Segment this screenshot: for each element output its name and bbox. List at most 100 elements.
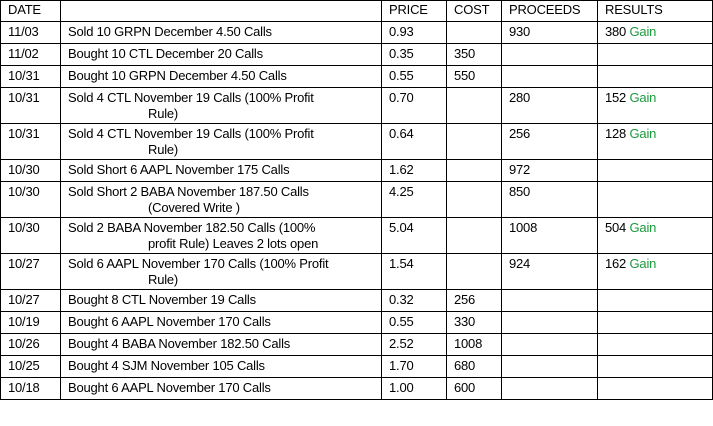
gain-label: Gain (629, 256, 657, 271)
result-value: 128 (605, 126, 627, 141)
cell-description: Sold 4 CTL November 19 Calls (100% Profi… (60, 123, 382, 160)
cell-results: 504 Gain (597, 217, 713, 254)
cell-proceeds (501, 333, 598, 356)
cell-date: 10/27 (0, 289, 61, 312)
cell-price: 1.70 (381, 355, 447, 378)
gain-label: Gain (629, 126, 657, 141)
cell-description: Bought 4 BABA November 182.50 Calls (60, 333, 382, 356)
cell-proceeds: 280 (501, 87, 598, 124)
cell-description: Bought 4 SJM November 105 Calls (60, 355, 382, 378)
gain-label: Gain (629, 90, 657, 105)
cell-price: 4.25 (381, 181, 447, 218)
description-line-1: Bought 8 CTL November 19 Calls (68, 292, 256, 307)
cell-results (597, 65, 713, 88)
header-price: PRICE (381, 0, 447, 22)
cell-date: 11/03 (0, 21, 61, 44)
cell-description: Sold Short 6 AAPL November 175 Calls (60, 159, 382, 182)
cell-proceeds: 1008 (501, 217, 598, 254)
trades-table: DATE PRICE COST PROCEEDS RESULTS 11/03 So… (0, 0, 713, 400)
cell-cost (446, 21, 502, 44)
cell-price: 0.64 (381, 123, 447, 160)
result-value: 380 (605, 24, 627, 39)
description-line-1: Bought 10 GRPN December 4.50 Calls (68, 68, 287, 83)
cell-date: 10/31 (0, 87, 61, 124)
cell-cost (446, 87, 502, 124)
description-line-1: Sold 6 AAPL November 170 Calls (100% Pro… (68, 256, 329, 271)
cell-proceeds (501, 65, 598, 88)
cell-results: 162 Gain (597, 253, 713, 290)
header-results: RESULTS (597, 0, 713, 22)
description-line-1: Bought 4 BABA November 182.50 Calls (68, 336, 291, 351)
cell-cost: 350 (446, 43, 502, 66)
cell-proceeds: 256 (501, 123, 598, 160)
cell-results (597, 377, 713, 400)
cell-date: 10/31 (0, 123, 61, 160)
cell-results (597, 43, 713, 66)
cell-price: 0.35 (381, 43, 447, 66)
cell-proceeds: 850 (501, 181, 598, 218)
cell-description: Bought 10 GRPN December 4.50 Calls (60, 65, 382, 88)
cell-price: 2.52 (381, 333, 447, 356)
cell-price: 1.62 (381, 159, 447, 182)
gain-label: Gain (629, 24, 657, 39)
cell-description: Sold 6 AAPL November 170 Calls (100% Pro… (60, 253, 382, 290)
cell-proceeds (501, 377, 598, 400)
description-line-1: Bought 10 CTL December 20 Calls (68, 46, 263, 61)
cell-price: 0.55 (381, 65, 447, 88)
cell-cost: 550 (446, 65, 502, 88)
cell-price: 0.93 (381, 21, 447, 44)
cell-cost: 1008 (446, 333, 502, 356)
cell-date: 10/26 (0, 333, 61, 356)
header-date: DATE (0, 0, 61, 22)
header-description (60, 0, 382, 22)
cell-date: 10/30 (0, 181, 61, 218)
cell-description: Bought 6 AAPL November 170 Calls (60, 311, 382, 334)
description-line-2: Rule) (148, 106, 179, 121)
cell-description: Sold Short 2 BABA November 187.50 Calls(… (60, 181, 382, 218)
cell-price: 1.54 (381, 253, 447, 290)
cell-results (597, 159, 713, 182)
cell-proceeds (501, 311, 598, 334)
cell-cost: 680 (446, 355, 502, 378)
cell-cost (446, 217, 502, 254)
cell-description: Bought 6 AAPL November 170 Calls (60, 377, 382, 400)
description-line-1: Sold 4 CTL November 19 Calls (100% Profi… (68, 126, 314, 141)
header-cost: COST (446, 0, 502, 22)
result-value: 162 (605, 256, 627, 271)
description-line-2: Rule) (148, 272, 179, 287)
cell-price: 0.55 (381, 311, 447, 334)
cell-proceeds: 924 (501, 253, 598, 290)
cell-date: 10/31 (0, 65, 61, 88)
description-line-1: Bought 6 AAPL November 170 Calls (68, 314, 271, 329)
cell-cost (446, 253, 502, 290)
cell-description: Bought 8 CTL November 19 Calls (60, 289, 382, 312)
cell-description: Sold 10 GRPN December 4.50 Calls (60, 21, 382, 44)
description-line-1: Sold 10 GRPN December 4.50 Calls (68, 24, 272, 39)
cell-description: Sold 2 BABA November 182.50 Calls (100% p… (60, 217, 382, 254)
cell-results (597, 355, 713, 378)
cell-proceeds: 930 (501, 21, 598, 44)
description-line-1: Sold Short 2 BABA November 187.50 Calls (68, 184, 309, 199)
cell-results: 152 Gain (597, 87, 713, 124)
table-row: 10/19 Bought 6 AAPL November 170 Calls 0.5… (0, 311, 713, 334)
table-row: 11/02 Bought 10 CTL December 20 Calls 0.35… (0, 43, 713, 66)
cell-price: 0.32 (381, 289, 447, 312)
cell-cost (446, 181, 502, 218)
cell-proceeds (501, 43, 598, 66)
cell-price: 5.04 (381, 217, 447, 254)
cell-cost: 600 (446, 377, 502, 400)
table-row: 10/26 Bought 4 BABA November 182.50 Calls… (0, 333, 713, 356)
description-line-2: Rule) (148, 142, 179, 157)
cell-price: 1.00 (381, 377, 447, 400)
cell-date: 11/02 (0, 43, 61, 66)
cell-results (597, 181, 713, 218)
header-row: DATE PRICE COST PROCEEDS RESULTS (0, 0, 713, 22)
table-row: 10/27 Bought 8 CTL November 19 Calls 0.32 2… (0, 289, 713, 312)
description-line-1: Bought 6 AAPL November 170 Calls (68, 380, 271, 395)
trade-rows: 11/03 Sold 10 GRPN December 4.50 Calls 0.9… (0, 21, 713, 400)
cell-results: 380 Gain (597, 21, 713, 44)
cell-date: 10/30 (0, 159, 61, 182)
cell-cost (446, 123, 502, 160)
result-value: 152 (605, 90, 627, 105)
description-line-1: Bought 4 SJM November 105 Calls (68, 358, 265, 373)
